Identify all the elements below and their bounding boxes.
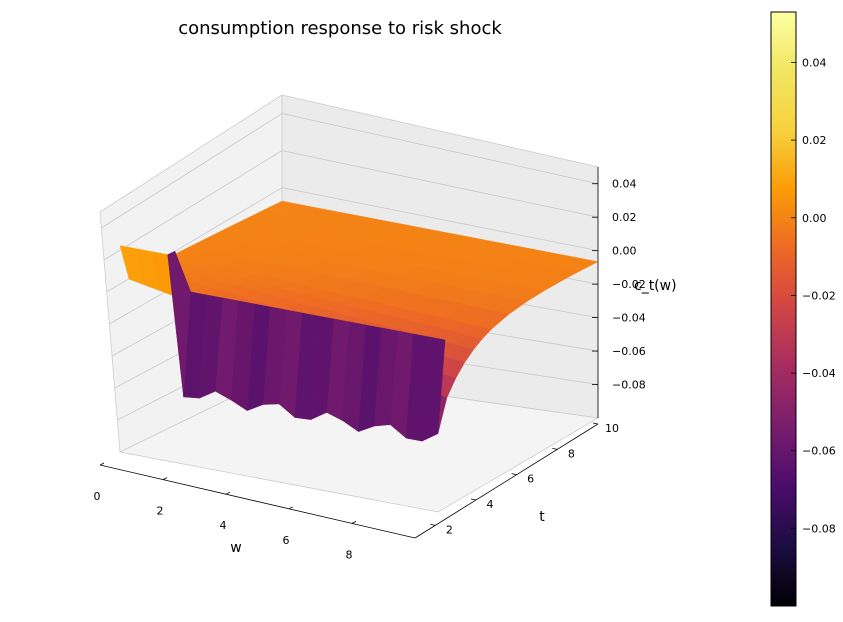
z-tick-label: −0.06 [612,345,646,358]
colorbar-tick-label: 0.00 [802,212,827,225]
y-tick-label: 2 [446,523,453,536]
x-tick-mark [351,521,357,524]
y-axis-line [414,423,599,539]
y-ticks: 2 4 6 8 10 [430,422,619,536]
colorbar-tick-label: −0.04 [802,367,836,380]
z-tick-label: 0.02 [612,211,637,224]
z-gridline-left [101,113,283,229]
axes-lines [99,167,599,539]
x-tick-label: 8 [346,548,353,561]
y-axis-label: t [539,509,545,525]
z-gridline-back [281,150,599,218]
x-axis-label: w [230,540,241,556]
z-tick-label: −0.08 [612,379,646,392]
surface-wall-patch [421,336,446,442]
x-tick-mark [162,477,168,480]
y-tick-label: 4 [487,498,494,511]
chart-title: consumption response to risk shock [178,18,502,39]
x-ticks: 0 2 4 6 8 [94,462,357,561]
x-tick-label: 6 [283,534,290,547]
z-axis-label: c_t(w) [634,278,677,294]
colorbar-tick-label: 0.02 [802,134,827,147]
y-tick-mark [552,447,558,450]
y-tick-label: 8 [568,447,575,460]
surface-mesh [119,200,599,442]
z-gridline-back [281,113,599,185]
y-tick-mark [511,473,517,476]
colorbar-tick-label: 0.04 [802,56,827,69]
z-tick-label: −0.02 [612,278,646,291]
x-tick-label: 4 [220,519,227,532]
colorbar-tick-label: −0.08 [802,522,836,535]
colorbar-ticks: 0.04 0.02 0.00 −0.02 −0.04 −0.06 −0.08 [791,56,836,535]
colorbar [770,11,797,607]
y-tick-label: 6 [527,473,534,486]
x-tick-mark [99,462,105,466]
y-tick-mark [592,422,599,425]
x-axis-line [99,464,416,539]
y-tick-label: 10 [605,422,619,435]
x-tick-mark [225,491,231,495]
y-tick-mark [430,523,436,526]
z-ticks: −0.08 −0.06 −0.04 −0.02 0.00 0.02 0.04 [592,178,646,392]
colorbar-tick-label: −0.06 [802,445,836,458]
z-tick-label: 0.04 [612,178,637,191]
z-tick-label: −0.04 [612,312,646,325]
z-tick-label: 0.00 [612,245,637,258]
colorbar-tick-label: −0.02 [802,289,836,302]
x-tick-label: 2 [157,505,164,518]
z-gridline-back [281,187,599,252]
z-gridline-left [103,150,283,261]
x-tick-mark [288,506,294,510]
x-tick-label: 0 [94,490,101,503]
y-tick-mark [470,498,477,501]
